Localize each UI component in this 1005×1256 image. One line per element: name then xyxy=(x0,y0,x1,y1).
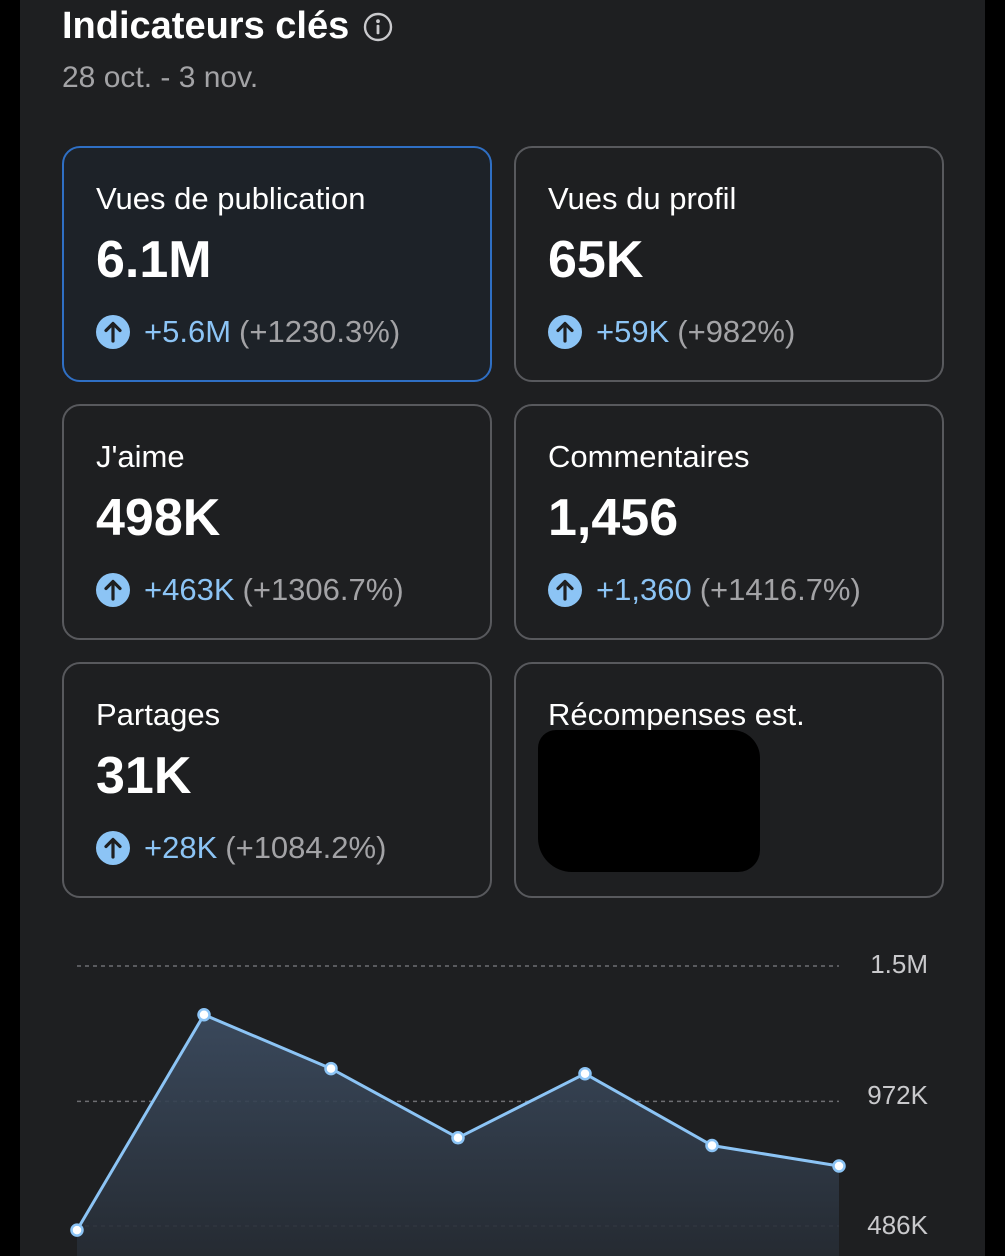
chart-area xyxy=(77,1014,839,1256)
metric-card-estimated-rewards[interactable]: Récompenses est. xyxy=(514,662,944,898)
post-views-chart: 1.5M 972K 486K xyxy=(70,949,929,1256)
y-tick-label: 486K xyxy=(867,1210,928,1240)
metric-delta: +1,360 xyxy=(596,572,692,607)
metric-card-comments[interactable]: Commentaires 1,456 +1,360 (+1416.7%) xyxy=(514,404,944,640)
data-point[interactable] xyxy=(197,1007,211,1022)
metric-value: 6.1M xyxy=(96,231,212,289)
metric-value: 31K xyxy=(96,747,192,805)
data-point[interactable] xyxy=(70,1223,84,1237)
metric-change: +463K (+1306.7%) xyxy=(96,572,404,608)
header: Indicateurs clés xyxy=(62,2,393,50)
metric-delta: +463K xyxy=(144,572,235,607)
metric-label: Vues de publication xyxy=(96,181,366,216)
metric-label: Partages xyxy=(96,697,221,732)
metric-label: Vues du profil xyxy=(548,181,737,216)
metric-percent: (+1306.7%) xyxy=(242,572,404,607)
metric-change: +28K (+1084.2%) xyxy=(96,830,386,866)
page-title: Indicateurs clés xyxy=(62,5,350,47)
arrow-up-icon xyxy=(548,315,582,349)
arrow-up-icon xyxy=(96,573,130,607)
metric-value: 1,456 xyxy=(548,489,679,547)
metric-card-shares[interactable]: Partages 31K +28K (+1084.2%) xyxy=(62,662,492,898)
metric-percent: (+1084.2%) xyxy=(225,830,387,865)
arrow-up-icon xyxy=(96,315,130,349)
redacted-value xyxy=(538,730,760,872)
arrow-up-icon xyxy=(548,573,582,607)
metric-change: +1,360 (+1416.7%) xyxy=(548,572,861,608)
data-point[interactable] xyxy=(832,1159,846,1173)
metric-percent: (+1230.3%) xyxy=(239,314,401,349)
metric-label: J'aime xyxy=(96,439,185,474)
metric-label: Commentaires xyxy=(548,439,750,474)
data-point[interactable] xyxy=(705,1138,719,1153)
metric-change: +5.6M (+1230.3%) xyxy=(96,314,400,350)
metric-delta: +28K xyxy=(144,830,218,865)
metric-label: Récompenses est. xyxy=(548,697,805,732)
metric-value: 65K xyxy=(548,231,644,289)
metric-card-post-views[interactable]: Vues de publication 6.1M +5.6M (+1230.3%… xyxy=(62,146,492,382)
y-tick-label: 1.5M xyxy=(870,949,928,979)
metric-change: +59K (+982%) xyxy=(548,314,795,350)
metric-percent: (+982%) xyxy=(677,314,796,349)
metric-delta: +5.6M xyxy=(144,314,232,349)
metric-card-likes[interactable]: J'aime 498K +463K (+1306.7%) xyxy=(62,404,492,640)
data-point[interactable] xyxy=(578,1066,592,1081)
data-point[interactable] xyxy=(324,1061,338,1076)
metric-card-profile-views[interactable]: Vues du profil 65K +59K (+982%) xyxy=(514,146,944,382)
metric-value: 498K xyxy=(96,489,221,547)
metric-delta: +59K xyxy=(596,314,670,349)
y-tick-label: 972K xyxy=(867,1080,928,1110)
metric-percent: (+1416.7%) xyxy=(699,572,861,607)
info-icon[interactable] xyxy=(363,12,393,42)
data-point[interactable] xyxy=(451,1131,465,1145)
arrow-up-icon xyxy=(96,831,130,865)
date-range: 28 oct. - 3 nov. xyxy=(62,61,259,94)
